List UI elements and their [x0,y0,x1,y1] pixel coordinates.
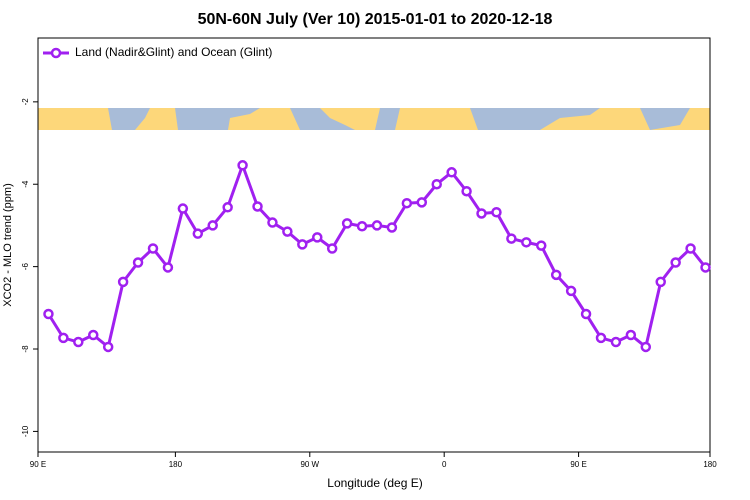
data-point [565,285,577,297]
data-point [267,217,278,228]
data-point [43,308,54,320]
data-point [595,332,607,344]
data-point [655,276,666,288]
data-point [222,202,233,213]
y-tick-label: -10 [21,425,30,437]
data-point [550,269,562,281]
y-tick-label: -2 [21,98,30,106]
series-line [47,160,707,350]
data-point [670,257,681,268]
data-point [580,308,592,320]
data-point [625,329,637,341]
x-axis-label: Longitude (deg E) [327,476,422,490]
data-point [192,228,204,239]
data-point [341,218,353,229]
x-tick-label: 90 W [300,460,319,469]
map-ocean [108,108,690,130]
map-strip [38,108,710,130]
data-point [88,329,99,341]
legend-marker [50,47,62,59]
legend-label: Land (Nadir&Glint) and Ocean (Glint) [75,45,272,59]
data-point [237,160,248,171]
data-point [73,336,84,348]
data-point [58,332,69,344]
data-point [491,207,502,218]
data-point [446,167,457,178]
x-tick-label: 180 [703,460,717,469]
data-point [416,197,428,208]
data-point [536,240,547,251]
data-point [386,222,398,233]
chart-title: 50N-60N July (Ver 10) 2015-01-01 to 2020… [198,11,553,28]
data-point [162,262,174,273]
data-point [326,243,338,254]
data-point [207,220,218,231]
data-point [356,221,368,232]
x-tick-label: 90 E [570,460,586,469]
data-point [132,257,144,268]
data-point [282,226,293,237]
data-point [312,232,323,243]
data-point [117,276,129,288]
y-axis-label: XCO2 - MLO trend (ppm) [2,183,14,306]
data-point [476,208,487,219]
data-point [102,341,114,353]
data-point [252,201,263,212]
data-point [401,197,413,209]
plot-frame [37,37,711,453]
x-tick-label: 0 [442,460,447,469]
data-point [521,237,532,248]
data-point [640,341,652,353]
data-point [177,203,189,214]
data-point [431,178,442,190]
data-point [297,239,308,250]
x-tick-label: 90 E [30,460,46,469]
data-point [461,185,472,197]
data-point [506,233,517,244]
data-point [371,220,383,231]
y-tick-label: -8 [21,345,30,353]
data-point [700,262,711,273]
data-point [610,336,622,348]
data-point [147,243,159,254]
y-tick-label: -6 [21,263,30,271]
data-point [685,243,696,254]
x-tick-label: 180 [169,460,183,469]
y-tick-label: -4 [21,180,30,188]
